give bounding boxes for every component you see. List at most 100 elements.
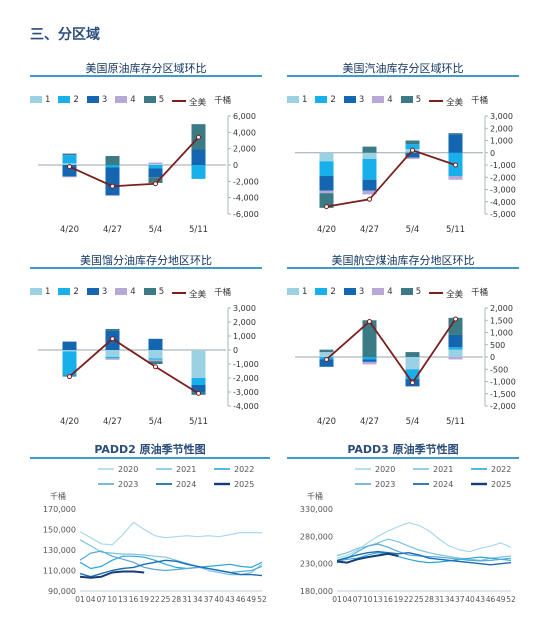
x-tick-label: 22	[150, 595, 160, 604]
y-tick-label: -2,000	[490, 402, 516, 411]
title-rule	[30, 75, 262, 77]
total-line	[68, 337, 199, 395]
chart-svg: 千桶 2020 2021 2022 2023 2024 2025 180,000 230,000…	[300, 465, 516, 604]
x-tick-label: 13	[373, 595, 383, 604]
total-line	[326, 149, 456, 208]
legend-label: 2024	[433, 480, 453, 489]
bar-segment	[448, 133, 463, 135]
bar-segment	[148, 350, 163, 359]
x-tick-label: 19	[139, 595, 149, 604]
legend-item: 1	[287, 95, 307, 105]
legend-swatch	[400, 96, 413, 103]
bar-segment	[105, 167, 120, 196]
padd2-seasonal-panel: PADD2 原油季节性图 千桶 2020 2021 2022 2023 2024 2025 9…	[30, 441, 270, 621]
legend: 1 2 3 4 5 全美 千桶	[30, 286, 262, 300]
y-tick-label: 4,000	[233, 128, 256, 137]
chart-title: 美国原油库存分区域环比	[85, 62, 207, 75]
y-tick-label: -5,000	[490, 210, 516, 219]
chart-svg: 千桶 2020 2021 2022 2023 2024 2025 90,000 110,000 1…	[43, 465, 267, 604]
y-tick-label: -3,000	[233, 388, 259, 397]
legend-label: 2025	[234, 480, 254, 489]
series-line	[336, 550, 512, 566]
bar-segment	[148, 162, 163, 165]
bar-segment	[191, 378, 206, 385]
legend-label: 2020	[118, 465, 138, 474]
legend-label: 2024	[176, 480, 196, 489]
bar-segment	[405, 369, 420, 380]
total-marker	[324, 204, 329, 210]
legend-label: 4	[130, 94, 136, 105]
x-tick-label: 5/11	[189, 417, 208, 427]
legend-label: 3	[358, 286, 365, 297]
x-tick-label: 5/11	[446, 417, 465, 427]
total-line	[325, 318, 457, 385]
legend-swatch	[86, 96, 99, 103]
x-tick-label: 07	[353, 595, 363, 604]
legend-label: 2	[73, 94, 79, 105]
total-marker	[410, 147, 415, 153]
x-tick-label: 5/4	[149, 417, 163, 427]
x-tick-label: 4/27	[360, 417, 379, 427]
bar-segment	[319, 193, 334, 208]
y-tick-label: 0	[233, 161, 238, 170]
bar-segment	[448, 347, 463, 350]
x-tick-label: 5/11	[446, 225, 465, 235]
x-tick-label: 49	[496, 595, 506, 604]
x-tick-label: 52	[506, 595, 516, 604]
legend: 1 2 3 4 5 全美 千桶	[30, 94, 262, 108]
chart-svg: -6,000 -4,000 -2,000 0 2,000 4,000 6,000 4/20 4/…	[38, 112, 259, 235]
unit-label: 千桶	[471, 96, 489, 106]
legend-item: 3	[343, 95, 364, 105]
x-tick-label: 07	[97, 595, 107, 604]
legend-item: 1	[287, 287, 307, 297]
chart-title: 美国馏分油库存分地区环比	[80, 254, 212, 267]
y-tick-label: 2,000	[233, 145, 256, 154]
x-tick-label: 4/27	[103, 225, 122, 235]
x-tick-label: 25	[414, 595, 424, 604]
total-marker	[367, 196, 372, 202]
title-rule	[30, 457, 270, 459]
legend-label: 5	[158, 94, 165, 105]
x-tick-label: 49	[247, 595, 257, 604]
legend-swatch	[343, 96, 356, 103]
y-tick-label: 0	[490, 353, 495, 362]
legend-swatch	[315, 288, 328, 295]
legend-label: 5	[158, 286, 165, 297]
x-tick-label: 10	[107, 595, 117, 604]
legend-swatch	[287, 288, 299, 295]
total-marker	[110, 336, 115, 342]
total-marker	[367, 318, 372, 324]
legend-label: 全美	[189, 98, 207, 108]
y-tick-label: -2,000	[233, 374, 259, 383]
bar-segment	[405, 157, 420, 159]
x-tick-label: 4/20	[317, 417, 336, 427]
unit-label: 千桶	[471, 288, 489, 298]
bar-segment	[148, 165, 163, 169]
bar-segment	[148, 358, 163, 360]
section-title: 三、分区域	[30, 27, 100, 43]
total-line	[69, 136, 200, 188]
x-tick-label: 43	[476, 595, 486, 604]
y-tick-label: 130,000	[43, 546, 76, 555]
x-tick-label: 01	[75, 595, 85, 604]
bar-segment	[448, 349, 463, 357]
y-tick-label: 230,000	[300, 560, 333, 569]
legend-item: 5	[143, 94, 165, 105]
y-tick-label: 110,000	[43, 567, 76, 576]
bar-segment	[191, 385, 206, 392]
x-tick-label: 31	[182, 595, 192, 604]
x-tick-label: 22	[404, 595, 414, 604]
legend-item: 4	[115, 287, 136, 297]
legend-item: 5	[143, 286, 165, 297]
legend-label: 2	[330, 94, 336, 105]
total-marker	[67, 374, 72, 380]
series-line	[79, 570, 145, 579]
bar-segment	[105, 165, 120, 168]
bar-segment	[62, 351, 77, 376]
bar-segment	[319, 176, 334, 191]
bar-segment	[105, 358, 120, 360]
legend-label: 2022	[491, 465, 511, 474]
x-tick-label: 46	[236, 595, 246, 604]
bar-segment	[105, 357, 120, 359]
x-tick-label: 40	[465, 595, 475, 604]
